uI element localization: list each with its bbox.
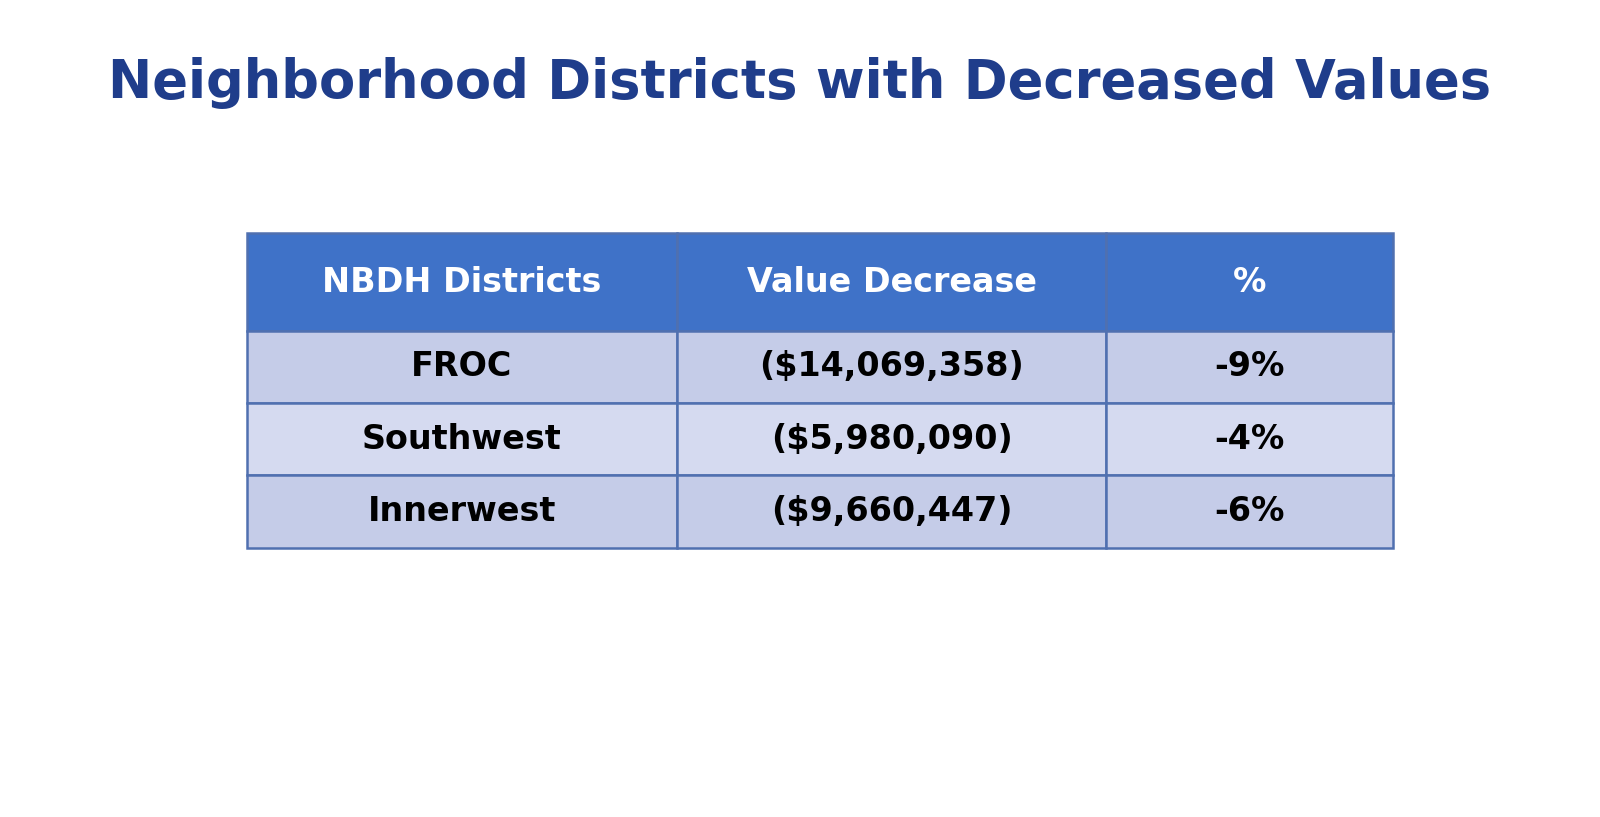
Text: FROC: FROC [411,350,512,383]
Text: Southwest: Southwest [362,423,562,456]
Text: NBDH Districts: NBDH Districts [322,266,602,298]
FancyBboxPatch shape [677,403,1107,475]
FancyBboxPatch shape [246,475,677,548]
Text: Innerwest: Innerwest [368,495,557,528]
Text: ($9,660,447): ($9,660,447) [771,495,1013,528]
FancyBboxPatch shape [677,331,1107,403]
FancyBboxPatch shape [677,234,1107,331]
FancyBboxPatch shape [1107,331,1394,403]
Text: ($14,069,358): ($14,069,358) [760,350,1024,383]
FancyBboxPatch shape [246,331,677,403]
FancyBboxPatch shape [1107,234,1394,331]
Text: Value Decrease: Value Decrease [747,266,1037,298]
FancyBboxPatch shape [246,403,677,475]
Text: -9%: -9% [1214,350,1285,383]
Text: -4%: -4% [1214,423,1285,456]
Text: -6%: -6% [1214,495,1285,528]
FancyBboxPatch shape [677,475,1107,548]
Text: Neighborhood Districts with Decreased Values: Neighborhood Districts with Decreased Va… [109,57,1491,109]
FancyBboxPatch shape [1107,403,1394,475]
Text: %: % [1234,266,1266,298]
FancyBboxPatch shape [1107,475,1394,548]
FancyBboxPatch shape [246,234,677,331]
Text: ($5,980,090): ($5,980,090) [771,423,1013,456]
